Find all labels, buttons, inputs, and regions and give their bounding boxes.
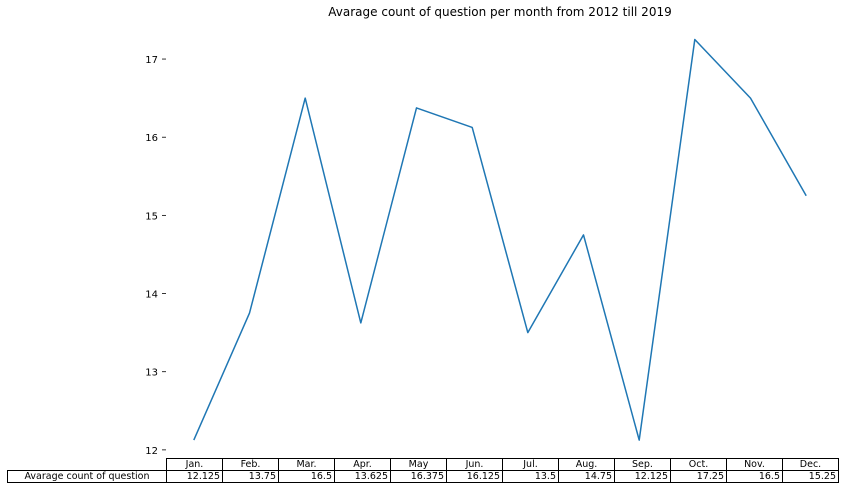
y-axis: 12 13 14 15 16 17 xyxy=(145,55,166,457)
table-column-header: Jan. xyxy=(166,458,223,471)
y-tick-label: 13 xyxy=(145,368,158,379)
table-column-header: Nov. xyxy=(726,458,783,471)
series-line xyxy=(193,38,807,441)
table-cell: 13.5 xyxy=(502,470,559,483)
table-cell: 12.125 xyxy=(614,470,671,483)
table-column-header: Mar. xyxy=(278,458,335,471)
table-cell: 13.75 xyxy=(222,470,279,483)
table-cell: 15.25 xyxy=(782,470,839,483)
table-cell: 16.5 xyxy=(278,470,335,483)
table-cell: 17.25 xyxy=(670,470,727,483)
table-column-header: Jun. xyxy=(446,458,503,471)
data-table: Jan. Feb. Mar. Apr. May Jun. Jul. Aug. Sep. Oct. N… xyxy=(7,458,839,483)
y-tick-label: 16 xyxy=(145,133,158,144)
table-column-header: Apr. xyxy=(334,458,391,471)
table-header-row: Jan. Feb. Mar. Apr. May Jun. Jul. Aug. Sep. Oct. N… xyxy=(8,458,839,471)
table-column-header: Oct. xyxy=(670,458,727,471)
table-column-header: Dec. xyxy=(782,458,839,471)
table-column-header: Sep. xyxy=(614,458,671,471)
table-corner xyxy=(8,459,167,471)
chart-title: Avarage count of question per month from… xyxy=(328,5,672,19)
table-cell: 16.125 xyxy=(446,470,503,483)
table-cell: 16.375 xyxy=(390,470,447,483)
table-column-header: Jul. xyxy=(502,458,559,471)
y-tick-label: 14 xyxy=(145,290,158,301)
table-cell: 13.625 xyxy=(334,470,391,483)
table-cell: 14.75 xyxy=(558,470,615,483)
table-column-header: Feb. xyxy=(222,458,279,471)
y-tick-label: 15 xyxy=(145,211,158,222)
y-tick-label: 12 xyxy=(145,446,158,457)
table-row: Avarage count of question 12.125 13.75 16.… xyxy=(7,470,839,483)
table-column-header: May xyxy=(390,458,447,471)
y-tick-label: 17 xyxy=(145,55,158,66)
table-cell: 12.125 xyxy=(166,470,223,483)
table-column-header: Aug. xyxy=(558,458,615,471)
table-row-label: Avarage count of question xyxy=(7,470,167,483)
plot-area xyxy=(193,38,807,441)
table-cell: 16.5 xyxy=(726,470,783,483)
